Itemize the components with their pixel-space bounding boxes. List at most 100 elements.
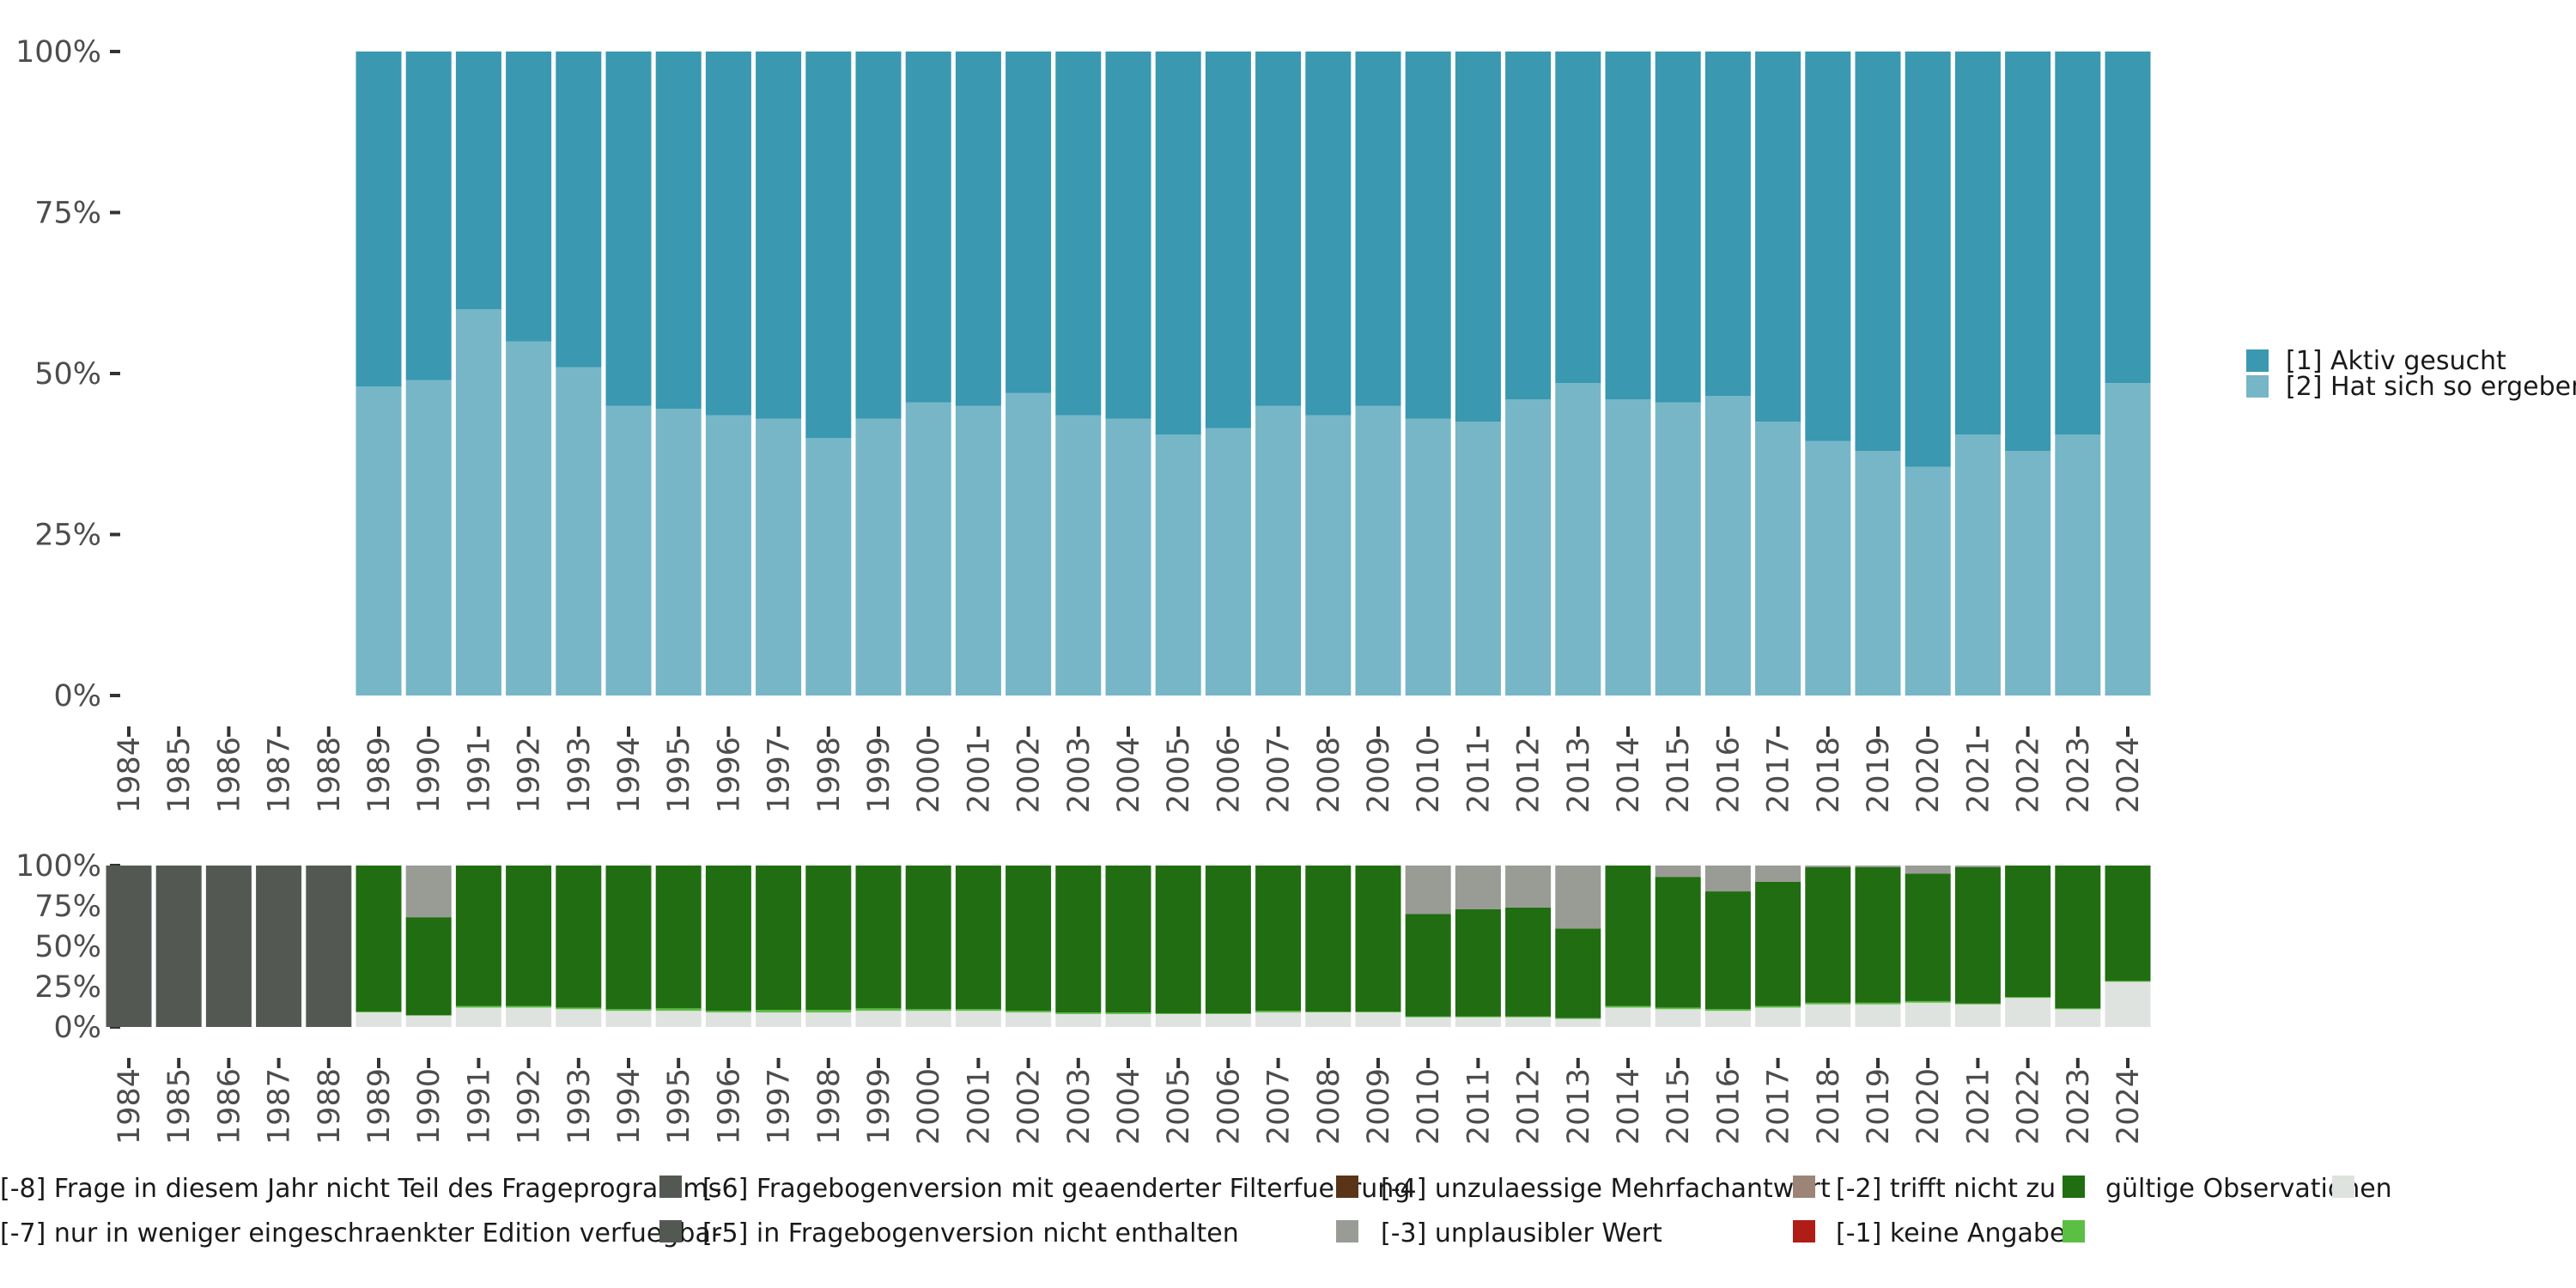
bottom-legend-label-1-keine-angabe: [-1] keine Angabe [1836, 1218, 2065, 1249]
bottom-bar-2-trifft-nicht-zu-2003 [1055, 866, 1102, 1013]
top-x-tick-label: 1999 [862, 737, 896, 813]
bottom-bar-2-trifft-nicht-zu-2014 [1605, 866, 1651, 1006]
top-bar-1-aktiv-gesucht-1990 [405, 52, 452, 380]
bottom-y-tick-label: 100% [15, 849, 101, 884]
top-x-tick-label: 1984 [112, 737, 147, 813]
legend-label-2-hat-sich-so-ergeben: [2] Hat sich so ergeben [2286, 372, 2576, 402]
bottom-bar-5-in-fragebogenversion-nicht-enthalten-2010 [1405, 866, 1451, 914]
bottom-bar-2-trifft-nicht-zu-2024 [2105, 866, 2151, 981]
bottom-legend-key-3-unplausibler-wert [1793, 1220, 1815, 1242]
bottom-bar-g-ltige-observationen-2018 [1805, 1004, 1851, 1027]
bottom-bar-g-ltige-observationen-1997 [756, 1012, 802, 1027]
bottom-bar-1-keine-angabe-1991 [455, 1005, 501, 1008]
bottom-bar-1-keine-angabe-2023 [2055, 1008, 2101, 1010]
top-bar-2-hat-sich-so-ergeben-2021 [1954, 434, 2001, 696]
bottom-bar-g-ltige-observationen-1990 [405, 1015, 452, 1027]
top-bar-1-aktiv-gesucht-2011 [1455, 52, 1501, 422]
top-panel: 0% 25% 50% 75% 100% 1984 1985 1986 1987 1988 1989 1… [15, 35, 2151, 813]
top-bar-2-hat-sich-so-ergeben-2012 [1505, 399, 1552, 696]
bottom-legend-label-3-unplausibler-wert: [-3] unplausibler Wert [1381, 1218, 1662, 1249]
top-bar-2-hat-sich-so-ergeben-2011 [1455, 422, 1501, 696]
top-bar-2-hat-sich-so-ergeben-2013 [1555, 383, 1601, 696]
top-x-tick-label: 1988 [313, 737, 347, 813]
top-bar-1-aktiv-gesucht-2013 [1555, 52, 1601, 384]
bottom-bar-1-keine-angabe-2020 [1905, 1000, 1951, 1003]
bottom-bar-g-ltige-observationen-1996 [705, 1012, 751, 1027]
bottom-x-tick-label: 2016 [1711, 1068, 1746, 1145]
bottom-panel: 0% 25% 50% 75% 100% 1984 1985 1986 1987 1988 1989 1… [15, 849, 2151, 1145]
bottom-x-tick-label: 2021 [1961, 1068, 1996, 1145]
top-bar-2-hat-sich-so-ergeben-2004 [1105, 418, 1151, 696]
bottom-bar-g-ltige-observationen-1994 [605, 1011, 652, 1027]
bottom-x-tick-label: 2000 [912, 1068, 946, 1145]
bottom-bar-2-trifft-nicht-zu-1992 [506, 866, 552, 1006]
top-x-tick-label: 1995 [662, 737, 696, 813]
top-x-tick-label: 1991 [462, 737, 496, 813]
bottom-bar-1-keine-angabe-2019 [1855, 1002, 1901, 1005]
bottom-bar-g-ltige-observationen-2009 [1355, 1012, 1401, 1027]
top-bar-1-aktiv-gesucht-1994 [605, 52, 652, 406]
top-bar-1-aktiv-gesucht-1992 [506, 52, 552, 342]
bottom-x-tick-label: 1988 [313, 1068, 347, 1145]
top-bar-1-aktiv-gesucht-2015 [1655, 52, 1701, 403]
top-bar-1-aktiv-gesucht-2000 [905, 52, 951, 403]
bottom-bar-1-keine-angabe-2012 [1505, 1016, 1552, 1018]
bottom-bar-g-ltige-observationen-2011 [1455, 1017, 1501, 1027]
bottom-bar-g-ltige-observationen-1991 [455, 1007, 501, 1027]
bottom-bar-1-keine-angabe-2011 [1455, 1016, 1501, 1018]
bottom-bar-g-ltige-observationen-2010 [1405, 1017, 1451, 1027]
top-bar-1-aktiv-gesucht-1991 [455, 52, 501, 309]
bottom-bar-2-trifft-nicht-zu-2008 [1305, 866, 1352, 1012]
top-bar-2-hat-sich-so-ergeben-2015 [1655, 402, 1701, 696]
top-bar-2-hat-sich-so-ergeben-1992 [506, 341, 552, 696]
bottom-legend-key-4-unzulaessige-mehrfachantwort [1793, 1176, 1815, 1198]
bottom-bar-8-frage-in-diesem-jahr-nicht-teil-des-frageprogramms-1988 [306, 866, 352, 1027]
top-x-tick-label: 2001 [962, 737, 996, 813]
bottom-bar-2-trifft-nicht-zu-2009 [1355, 866, 1401, 1012]
bottom-x-tick-label: 1991 [462, 1068, 496, 1145]
bottom-x-tick-label: 1994 [612, 1068, 647, 1145]
bottom-y-tick-label: 50% [34, 930, 101, 964]
bottom-bar-2-trifft-nicht-zu-2001 [955, 866, 1001, 1010]
top-bar-1-aktiv-gesucht-2017 [1755, 52, 1801, 422]
top-x-tick-label: 2017 [1762, 737, 1796, 813]
bottom-bar-5-in-fragebogenversion-nicht-enthalten-2017 [1755, 866, 1801, 882]
top-bar-1-aktiv-gesucht-2004 [1105, 52, 1151, 419]
bottom-bar-g-ltige-observationen-2023 [2055, 1009, 2101, 1027]
bottom-bar-g-ltige-observationen-2015 [1655, 1009, 1701, 1027]
top-bar-1-aktiv-gesucht-2006 [1205, 52, 1251, 428]
bottom-bar-g-ltige-observationen-2012 [1505, 1017, 1552, 1027]
bottom-bar-2-trifft-nicht-zu-1999 [855, 866, 902, 1009]
top-x-tick-label: 2021 [1961, 737, 1996, 813]
top-bar-1-aktiv-gesucht-2002 [1005, 52, 1052, 393]
top-bar-2-hat-sich-so-ergeben-2016 [1704, 396, 1751, 696]
bottom-bar-2-trifft-nicht-zu-1990 [405, 917, 452, 1016]
bottom-bar-1-keine-angabe-2013 [1555, 1018, 1601, 1019]
top-x-tick-label: 1992 [513, 737, 547, 813]
bottom-bar-1-keine-angabe-2017 [1755, 1005, 1801, 1008]
top-bar-2-hat-sich-so-ergeben-2017 [1755, 422, 1801, 696]
bottom-bar-1-keine-angabe-2007 [1255, 1011, 1302, 1013]
top-x-tick-label: 2023 [2062, 737, 2096, 813]
bottom-bar-2-trifft-nicht-zu-2007 [1255, 866, 1302, 1012]
bottom-x-tick-label: 1996 [712, 1068, 746, 1145]
bottom-x-tick-label: 2017 [1762, 1068, 1796, 1145]
bottom-bar-1-keine-angabe-1992 [506, 1005, 552, 1008]
top-y-tick-label: 75% [34, 197, 101, 231]
top-x-tick-label: 1996 [712, 737, 746, 813]
bottom-bar-2-trifft-nicht-zu-1997 [756, 866, 802, 1011]
bottom-bar-g-ltige-observationen-2008 [1305, 1012, 1352, 1027]
bottom-x-tick-label: 2011 [1461, 1068, 1496, 1145]
bottom-bar-2-trifft-nicht-zu-2019 [1855, 866, 1901, 1003]
bottom-bar-2-trifft-nicht-zu-2012 [1505, 907, 1552, 1017]
bottom-bar-5-in-fragebogenversion-nicht-enthalten-2020 [1905, 866, 1951, 874]
bottom-bar-2-trifft-nicht-zu-2017 [1755, 881, 1801, 1006]
bottom-bar-5-in-fragebogenversion-nicht-enthalten-2019 [1855, 866, 1901, 867]
top-bar-2-hat-sich-so-ergeben-1989 [355, 386, 402, 696]
bottom-legend-key-1-keine-angabe [2063, 1220, 2085, 1242]
top-x-tick-label: 1985 [162, 737, 197, 813]
bottom-x-tick-label: 2002 [1012, 1068, 1047, 1145]
bottom-bar-g-ltige-observationen-2002 [1005, 1012, 1052, 1027]
bottom-x-tick-label: 2020 [1911, 1068, 1946, 1145]
bottom-bar-2-trifft-nicht-zu-1993 [556, 866, 602, 1008]
